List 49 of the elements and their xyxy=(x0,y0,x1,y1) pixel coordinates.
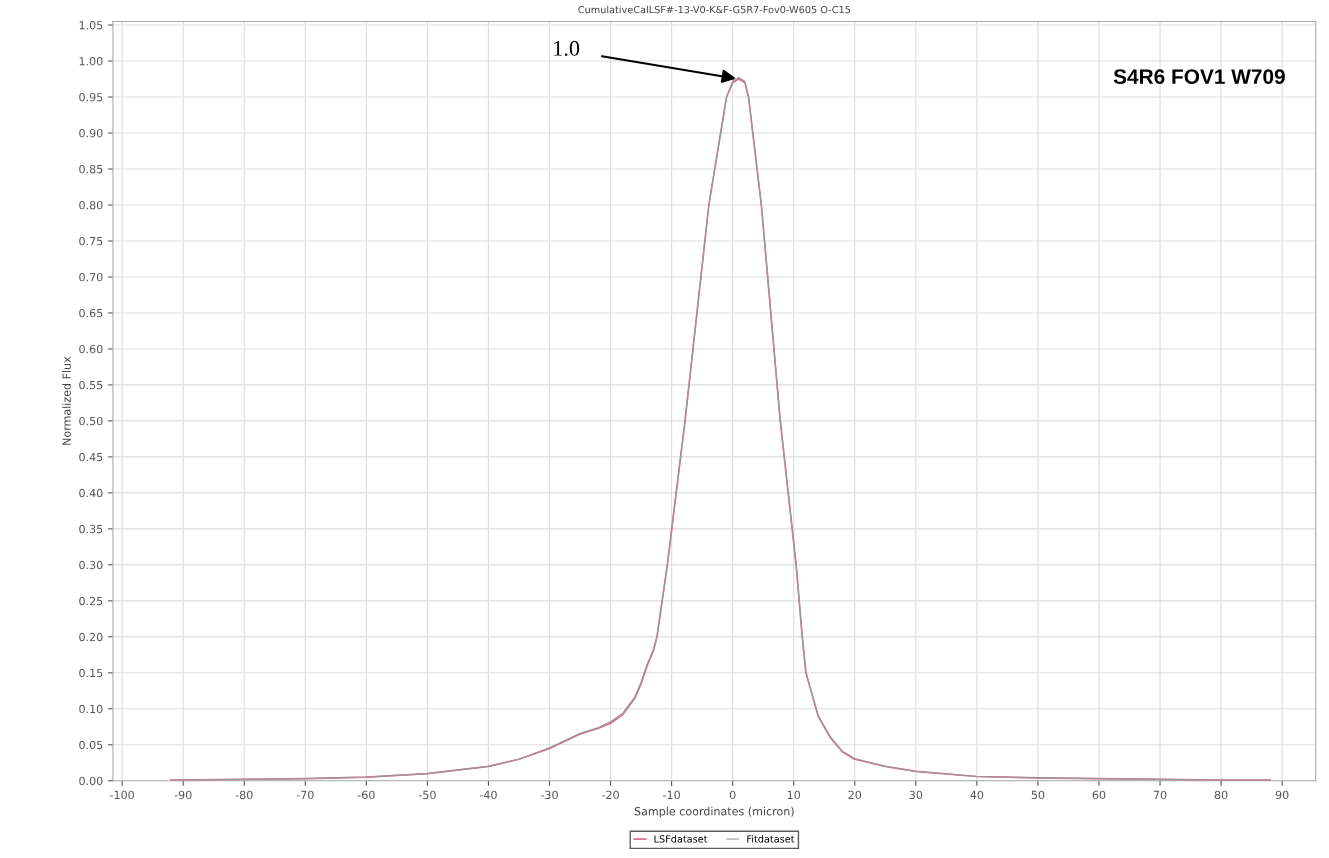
legend-label: LSFdataset xyxy=(654,835,708,843)
x-tick-label: -80 xyxy=(235,790,253,800)
y-tick-label: 0.95 xyxy=(79,93,103,102)
x-tick-label: 70 xyxy=(1153,790,1167,800)
x-tick-label: -20 xyxy=(602,790,619,800)
y-tick-label: 0.85 xyxy=(79,164,103,174)
x-tick-label: 40 xyxy=(970,790,984,800)
y-tick-label: 0.10 xyxy=(79,704,103,714)
x-tick-label: -60 xyxy=(357,790,375,800)
x-tick-label: -30 xyxy=(540,790,558,800)
x-tick-label: 10 xyxy=(787,790,801,800)
x-tick-label: 80 xyxy=(1214,790,1228,800)
y-tick-label: 0.25 xyxy=(79,596,103,606)
y-tick-label: 1.00 xyxy=(79,57,103,66)
x-tick-label: 90 xyxy=(1275,790,1289,800)
x-tick-label: -40 xyxy=(479,790,497,800)
y-tick-label: 0.15 xyxy=(79,668,103,678)
x-axis-title: Sample coordinates (micron) xyxy=(634,806,794,818)
y-tick-label: 0.55 xyxy=(79,380,103,390)
y-tick-label: 0.05 xyxy=(79,740,103,750)
y-tick-label: 1.05 xyxy=(79,21,103,30)
y-tick-label: 0.80 xyxy=(79,200,103,210)
x-tick-label: 30 xyxy=(909,790,923,800)
x-tick-label: 20 xyxy=(848,790,862,800)
x-tick-label: -50 xyxy=(418,790,436,800)
y-axis-title: Normalized Flux xyxy=(62,356,71,445)
y-tick-label: 0.30 xyxy=(79,560,103,570)
y-tick-label: 0.60 xyxy=(79,344,103,354)
x-tick-label: -90 xyxy=(174,790,192,800)
x-tick-label: -70 xyxy=(296,790,314,800)
y-tick-label: 0.00 xyxy=(79,776,103,786)
y-tick-label: 0.20 xyxy=(79,632,103,642)
y-tick-label: 0.50 xyxy=(79,416,103,426)
chart-title: CumulativeCalLSF#-13-V0-K&F-G5R7-Fov0-W605 O-C15 xyxy=(578,5,851,14)
annotation: S4R6 FOV1 W709 xyxy=(1113,69,1285,84)
x-tick-label: 0 xyxy=(729,790,736,800)
x-tick-label: -100 xyxy=(110,790,134,800)
y-tick-label: 0.45 xyxy=(79,452,103,462)
annotation: 1.0 xyxy=(554,40,580,56)
y-tick-label: 0.90 xyxy=(79,128,103,138)
x-tick-label: 60 xyxy=(1092,790,1106,800)
legend-label: Fitdataset xyxy=(747,835,795,843)
y-tick-label: 0.75 xyxy=(79,236,103,246)
x-tick-label: -10 xyxy=(663,790,680,800)
y-tick-label: 0.70 xyxy=(79,272,103,282)
y-tick-label: 0.35 xyxy=(79,524,103,534)
y-tick-label: 0.65 xyxy=(79,308,103,318)
y-tick-label: 0.40 xyxy=(79,488,103,498)
x-tick-label: 50 xyxy=(1031,790,1045,800)
